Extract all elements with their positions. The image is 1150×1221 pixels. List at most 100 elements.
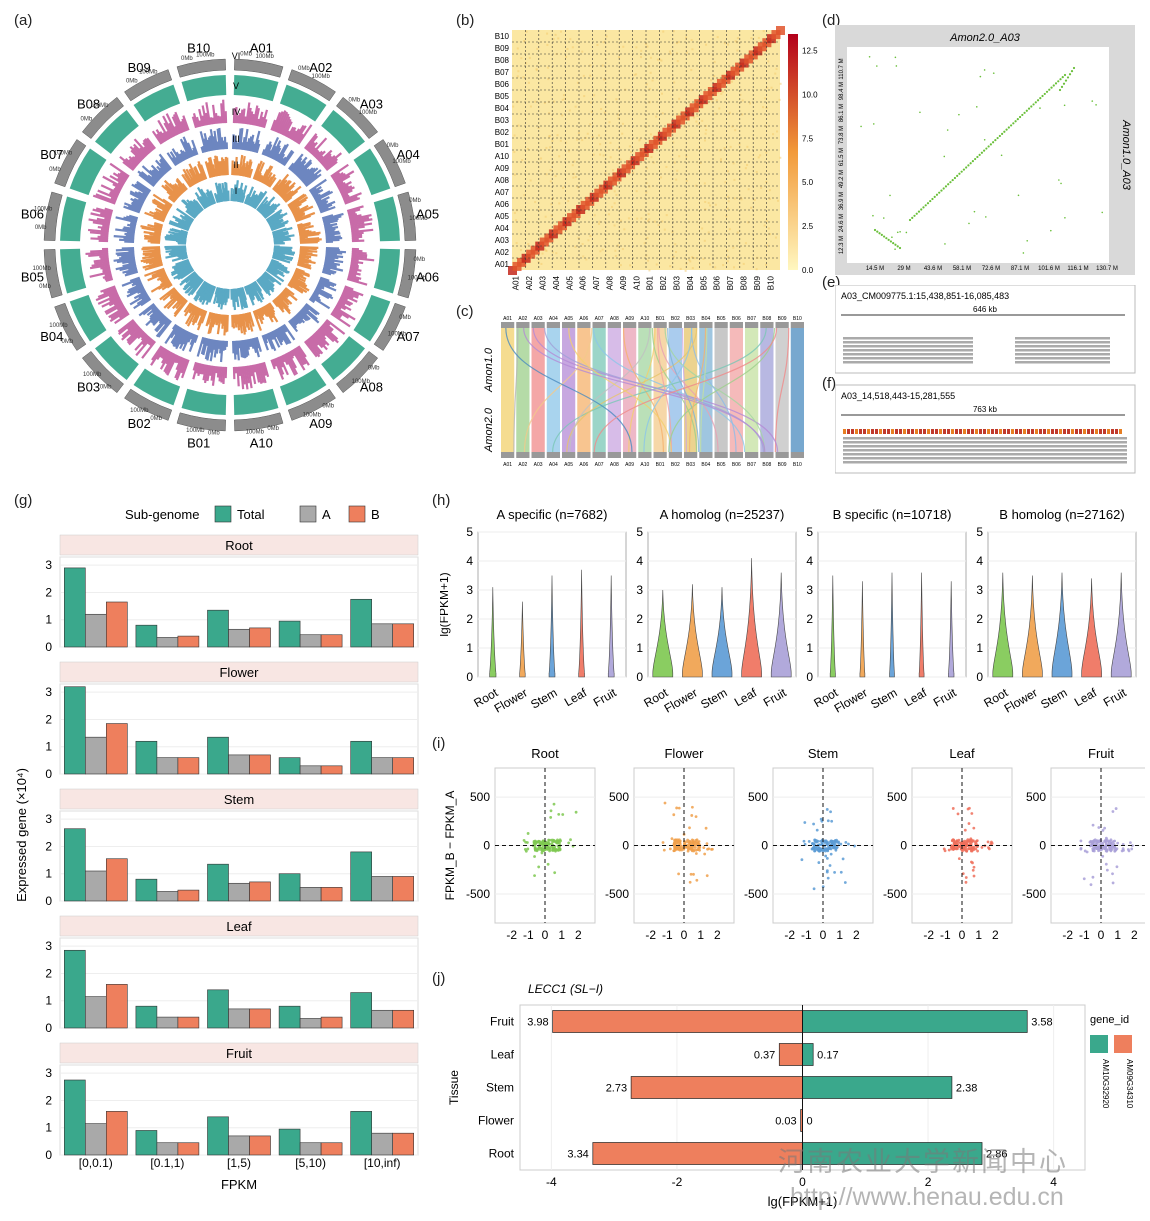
chrom-label-B07: B07 bbox=[40, 147, 63, 162]
track-bar bbox=[317, 328, 326, 337]
track-bar bbox=[261, 109, 269, 128]
track-bar bbox=[308, 337, 324, 355]
syn-link bbox=[552, 327, 767, 453]
track-bar bbox=[343, 192, 362, 202]
track-bar bbox=[350, 258, 359, 262]
track-bar bbox=[310, 295, 331, 310]
track-bar bbox=[205, 311, 212, 327]
track-bar bbox=[127, 205, 141, 213]
heat-diag bbox=[517, 257, 527, 267]
heat-diag bbox=[666, 123, 676, 133]
heat-cell bbox=[701, 227, 704, 230]
heat-cell bbox=[552, 38, 555, 41]
g-bar bbox=[63, 1079, 86, 1156]
igv-coverage bbox=[899, 429, 902, 434]
track-bar bbox=[297, 124, 313, 145]
heat-cell bbox=[774, 236, 777, 239]
i-point bbox=[675, 806, 679, 810]
track-bar bbox=[192, 147, 198, 156]
track-bar bbox=[100, 285, 116, 293]
heat-diag bbox=[580, 200, 590, 210]
track-bar bbox=[313, 332, 327, 346]
track-bar bbox=[351, 233, 363, 237]
track-bar bbox=[305, 339, 321, 358]
track-bar bbox=[162, 132, 169, 141]
heat-cell bbox=[649, 56, 652, 59]
hic-heatmap: A01A01A02A02A03A03A04A04A05A05A06A06A07A… bbox=[495, 26, 818, 290]
syn-top-B09 bbox=[775, 322, 789, 328]
g-xtick: [1,5) bbox=[227, 1156, 251, 1170]
track-bar bbox=[100, 256, 109, 260]
i-point bbox=[1091, 823, 1095, 827]
track-bar bbox=[325, 249, 347, 254]
i-point bbox=[1105, 868, 1109, 872]
track-bar bbox=[104, 217, 111, 221]
dotplot-point bbox=[947, 183, 950, 186]
i-point bbox=[689, 847, 693, 851]
track-bar bbox=[146, 137, 157, 150]
track-bar bbox=[245, 365, 250, 384]
dotplot-point bbox=[1068, 73, 1072, 76]
heat-xlabel-A06: A06 bbox=[579, 275, 588, 290]
heat-cell bbox=[652, 161, 655, 164]
dotplot-point bbox=[873, 228, 877, 232]
igv-coverage bbox=[871, 429, 874, 434]
g-ytick: 2 bbox=[45, 1093, 52, 1107]
heat-diag bbox=[644, 143, 654, 153]
track-bar bbox=[332, 172, 344, 181]
track-bar bbox=[247, 107, 252, 125]
track-bar bbox=[201, 115, 206, 126]
h-ytick: 0 bbox=[636, 670, 643, 684]
syn-link bbox=[566, 327, 698, 453]
track-bar bbox=[164, 245, 187, 249]
igv-coverage bbox=[907, 429, 910, 434]
heat-cell bbox=[558, 155, 561, 158]
dotplot-point bbox=[958, 113, 960, 116]
track-bar bbox=[325, 235, 341, 239]
track-bar bbox=[325, 255, 339, 260]
syn-bot-B08 bbox=[760, 452, 774, 458]
ideogram-A07 bbox=[373, 302, 406, 351]
track-bar bbox=[340, 189, 353, 197]
heat-cell bbox=[714, 266, 717, 269]
chrom-label-A10: A10 bbox=[250, 436, 273, 451]
track-bar bbox=[280, 355, 286, 363]
track-bar bbox=[114, 312, 130, 325]
heat-cell bbox=[546, 66, 549, 69]
syn-bot-B10 bbox=[790, 452, 804, 458]
track-bar bbox=[155, 159, 168, 174]
ideogram-A02 bbox=[287, 69, 336, 102]
track-bar bbox=[255, 336, 262, 352]
track-bar bbox=[265, 268, 285, 283]
track-bar bbox=[108, 298, 122, 307]
dotplot-point bbox=[878, 232, 881, 235]
g-ytick: 2 bbox=[45, 839, 52, 853]
track-bar bbox=[201, 364, 206, 375]
track-bar bbox=[222, 340, 226, 351]
heat-cell bbox=[699, 161, 702, 164]
track-bar bbox=[112, 172, 127, 182]
track-v-A06 bbox=[373, 248, 400, 294]
dotplot-point bbox=[892, 241, 895, 245]
heat-cell bbox=[544, 215, 547, 218]
track-bar bbox=[289, 350, 295, 357]
track-v-B08 bbox=[95, 110, 139, 154]
track-bar bbox=[200, 337, 208, 355]
track-bar bbox=[128, 155, 139, 166]
heat-cell bbox=[593, 94, 596, 97]
h-xtick: Fruit bbox=[931, 685, 959, 709]
syn-bot-title: Amon2.0 bbox=[483, 407, 495, 453]
syn-top-A06 bbox=[577, 322, 591, 328]
heat-cell bbox=[648, 87, 651, 90]
j-category: Root bbox=[489, 1147, 515, 1161]
track-bar bbox=[129, 190, 146, 201]
heat-cell bbox=[731, 80, 734, 83]
track-bar bbox=[179, 152, 186, 161]
dotplot-point bbox=[975, 106, 978, 108]
i-point bbox=[558, 847, 562, 851]
colorbar-tick: 12.5 bbox=[802, 47, 818, 56]
syn-bot-A07 bbox=[592, 452, 606, 458]
heat-cell bbox=[615, 193, 618, 196]
g-bar bbox=[320, 1142, 343, 1156]
dotplot-point bbox=[924, 204, 927, 207]
